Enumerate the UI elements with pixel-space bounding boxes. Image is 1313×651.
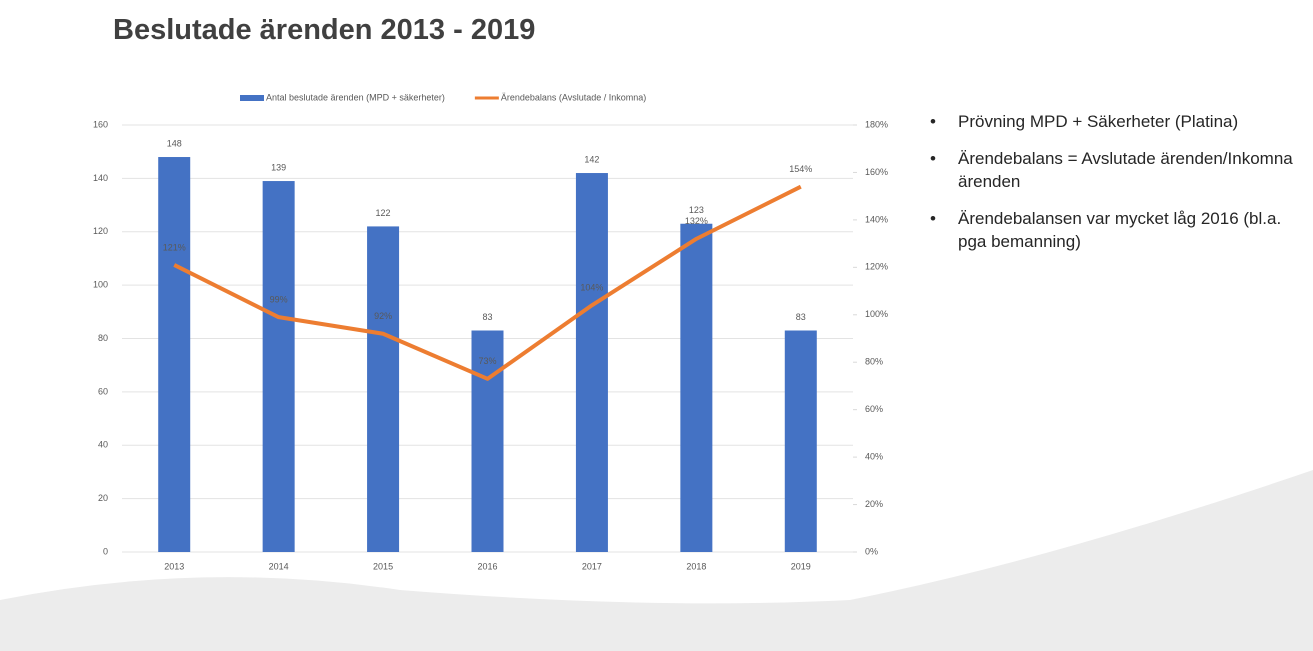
bar-value-label: 139 <box>271 162 286 172</box>
x-tick-label: 2016 <box>477 561 497 571</box>
line-value-label: 73% <box>478 356 496 366</box>
x-tick-label: 2018 <box>686 561 706 571</box>
y2-tick-label: 140% <box>865 214 888 224</box>
x-tick-label: 2019 <box>791 561 811 571</box>
y-tick-label: 60 <box>98 386 108 396</box>
line-value-label: 92% <box>374 311 392 321</box>
y-tick-label: 20 <box>98 493 108 503</box>
bar <box>575 173 608 552</box>
bullet: Ärendebalansen var mycket låg 2016 (bl.a… <box>930 207 1300 253</box>
bar-value-label: 148 <box>167 138 182 148</box>
x-tick-label: 2017 <box>582 561 602 571</box>
line-value-label: 104% <box>580 283 603 293</box>
bar <box>680 223 713 552</box>
y2-tick-label: 100% <box>865 309 888 319</box>
y2-tick-label: 40% <box>865 451 883 461</box>
bar-value-label: 122 <box>376 208 391 218</box>
y-tick-label: 40 <box>98 440 108 450</box>
background-skyline <box>0 470 1313 651</box>
y2-tick-label: 80% <box>865 357 883 367</box>
bar <box>367 226 400 552</box>
x-tick-label: 2014 <box>269 561 289 571</box>
y-tick-label: 100 <box>93 280 108 290</box>
y2-tick-label: 160% <box>865 167 888 177</box>
line-value-label: 121% <box>163 242 186 252</box>
y-tick-label: 120 <box>93 226 108 236</box>
y-tick-label: 140 <box>93 173 108 183</box>
line-value-label: 132% <box>685 216 708 226</box>
y2-tick-label: 60% <box>865 404 883 414</box>
bar-value-label: 83 <box>796 312 806 322</box>
line-value-label: 99% <box>270 295 288 305</box>
y2-tick-label: 180% <box>865 119 888 129</box>
bar <box>158 157 191 552</box>
bar-value-label: 123 <box>689 205 704 215</box>
bar <box>784 330 817 552</box>
bullet: Prövning MPD + Säkerheter (Platina) <box>930 110 1300 133</box>
bullet-list: Prövning MPD + Säkerheter (Platina) Ärend… <box>930 110 1300 267</box>
line <box>173 184 802 381</box>
legend-label: Antal beslutade ärenden (MPD + säkerhete… <box>266 92 445 102</box>
slide-title: Beslutade ärenden 2013 - 2019 <box>113 14 536 46</box>
legend-label: Ärendebalans (Avslutade / Inkomna) <box>501 92 646 102</box>
bar <box>262 181 295 552</box>
bar <box>471 330 504 552</box>
y-tick-label: 0 <box>103 546 108 556</box>
y-tick-label: 160 <box>93 119 108 129</box>
y2-tick-label: 0% <box>865 546 878 556</box>
bar-value-label: 142 <box>584 154 599 164</box>
x-tick-label: 2015 <box>373 561 393 571</box>
x-tick-label: 2013 <box>164 561 184 571</box>
y-tick-label: 80 <box>98 333 108 343</box>
legend-swatch <box>240 95 264 101</box>
bullet: Ärendebalans = Avslutade ärenden/Inkomna… <box>930 147 1300 193</box>
bar-value-label: 83 <box>482 312 492 322</box>
y2-tick-label: 20% <box>865 499 883 509</box>
line-value-label: 154% <box>789 164 812 174</box>
y2-tick-label: 120% <box>865 262 888 272</box>
